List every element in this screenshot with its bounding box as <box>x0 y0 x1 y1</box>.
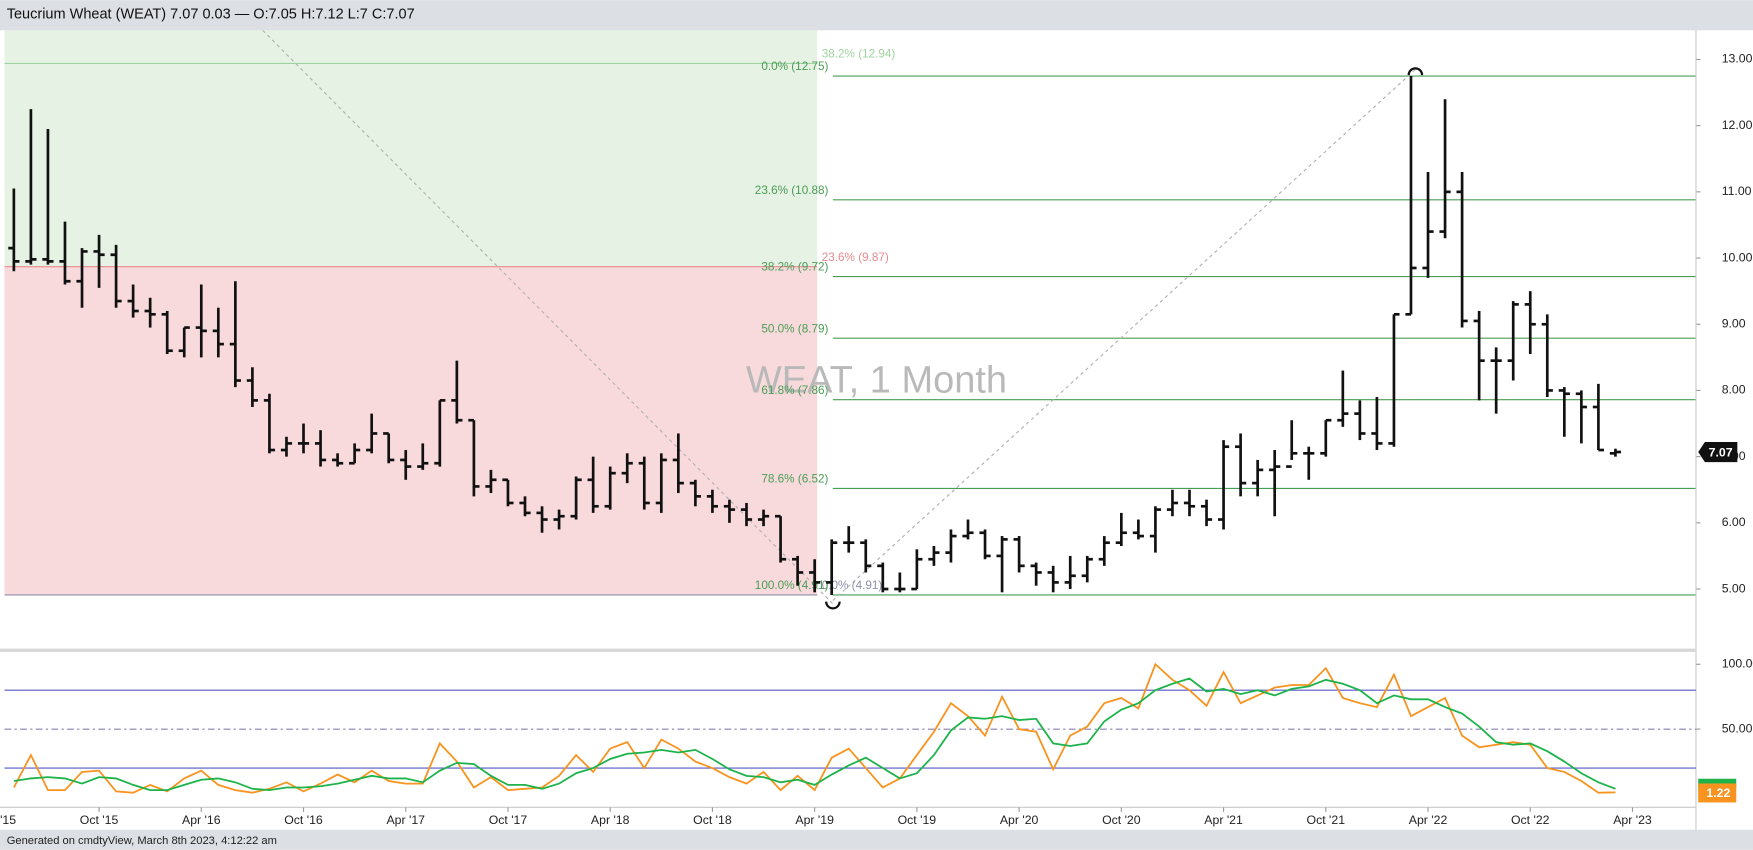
x-tick-label: Apr '17 <box>386 813 425 827</box>
oscillator-line <box>13 662 1616 794</box>
y-tick-label: 50.00 <box>1722 721 1753 735</box>
oscillator-panel <box>4 662 1696 794</box>
x-tick-label: Oct '20 <box>1102 813 1141 827</box>
x-tick-label: Apr '19 <box>795 813 834 827</box>
fib-label: 78.6% (6.52) <box>761 473 828 486</box>
x-tick-label: Oct '19 <box>898 813 937 827</box>
x-tick-label: Apr '21 <box>1204 813 1243 827</box>
fib-label: 0.0% (12.75) <box>761 60 828 73</box>
fib-band <box>4 266 818 595</box>
x-tick-label: Oct '17 <box>489 813 528 827</box>
y-tick-label: 12.00 <box>1722 118 1753 132</box>
y-tick-label: 13.00 <box>1722 52 1753 66</box>
fib-label: 23.6% (10.88) <box>755 184 829 197</box>
x-tick-label: Apr '18 <box>591 813 630 827</box>
header-bar <box>0 0 1753 31</box>
series-value-tag <box>1698 783 1737 803</box>
fib-label: 50.0% (8.79) <box>761 322 828 335</box>
price-panel: WEAT, 1 Month 38.2% (12.94) 23.6% (9.87) 0.… <box>4 30 1696 610</box>
x-tick-label: Apr '22 <box>1409 813 1448 827</box>
x-axis: Apr '15 Oct '15 Apr '16 Oct '16 Apr '17 Oct '… <box>0 807 1652 827</box>
x-tick-label: Apr '23 <box>1613 813 1652 827</box>
x-tick-label: Oct '22 <box>1511 813 1550 827</box>
header-title: Teucrium Wheat (WEAT) 7.07 0.03 — O:7.05… <box>7 7 415 23</box>
footer-text: Generated on cmdtyView, March 8th 2023, … <box>7 835 277 847</box>
y-tick-label: 6.00 <box>1722 515 1746 529</box>
y-tick-label: 10.00 <box>1722 250 1753 264</box>
x-tick-label: Oct '21 <box>1307 813 1346 827</box>
y-tick-label: 9.00 <box>1722 316 1746 330</box>
fib-anchor <box>825 601 841 610</box>
footer-bar <box>0 829 1753 850</box>
y-tick-label: 11.00 <box>1722 184 1752 198</box>
last-price-tag <box>1698 441 1738 463</box>
y-tick-label: 5.00 <box>1722 581 1746 595</box>
fib-label: 38.2% (12.94) <box>822 48 896 61</box>
oscillator-axis: 50.00 100.00 1.22 <box>1695 657 1753 803</box>
x-tick-label: Oct '16 <box>284 813 323 827</box>
series-value-label: 1.22 <box>1706 786 1730 800</box>
fib-label: 23.6% (9.87) <box>822 251 889 264</box>
x-tick-label: Oct '15 <box>80 813 119 827</box>
fib-label: 0.0% (4.91) <box>822 579 883 592</box>
price-axis: 5.006.007.008.009.0010.0011.0012.0013.00… <box>1695 52 1753 595</box>
oscillator-line <box>13 677 1616 791</box>
x-tick-label: Apr '16 <box>182 813 221 827</box>
fib-label: 38.2% (9.72) <box>761 261 828 274</box>
y-tick-label: 100.00 <box>1722 657 1753 671</box>
x-tick-label: Apr '20 <box>1000 813 1039 827</box>
panel-separator <box>0 648 1696 652</box>
fib-trend <box>262 30 834 605</box>
fib-label: 61.8% (7.86) <box>761 384 828 397</box>
x-tick-label: Oct '18 <box>693 813 732 827</box>
x-tick-label: Apr '15 <box>0 813 16 827</box>
fib-label: 100.0% (4.91) <box>755 579 829 592</box>
last-price-label: 7.07 <box>1709 445 1733 459</box>
fib-anchor <box>1407 67 1424 76</box>
fib-band <box>4 30 818 267</box>
y-tick-label: 8.00 <box>1722 383 1746 397</box>
watermark: WEAT, 1 Month <box>746 360 1007 402</box>
